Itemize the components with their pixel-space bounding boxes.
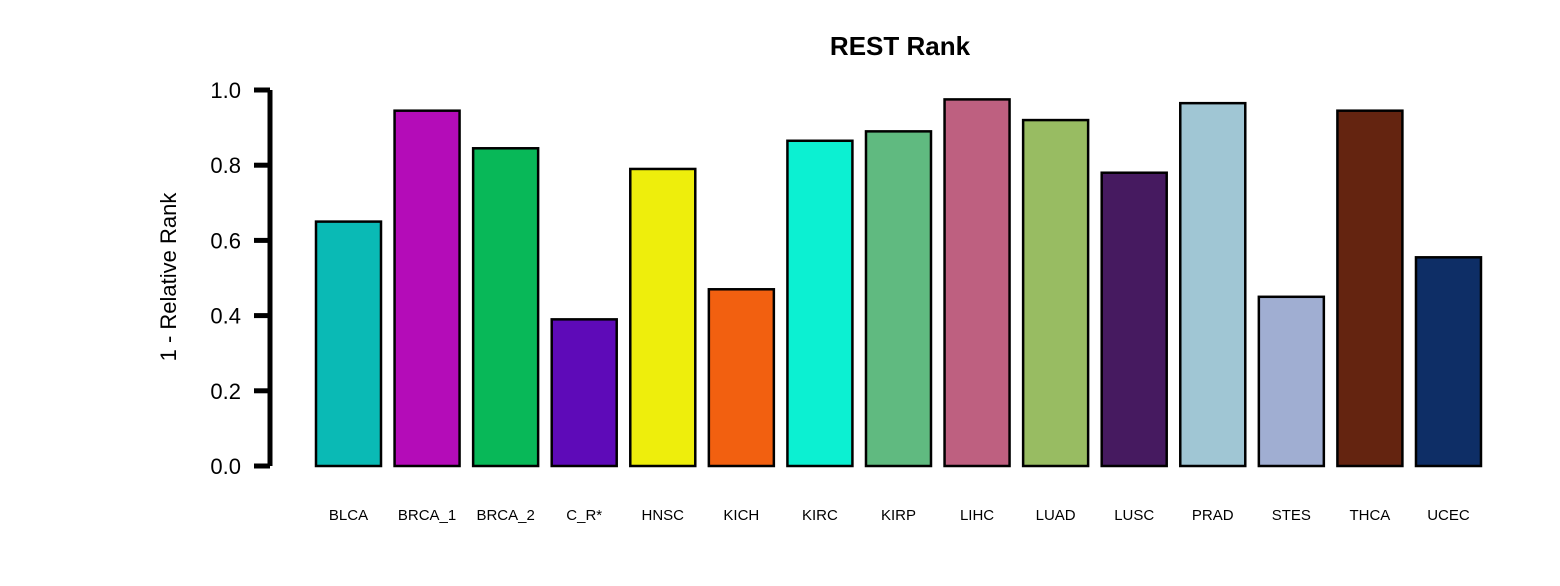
chart-title: REST Rank [830,31,971,61]
y-tick-label: 0.0 [210,454,241,479]
x-tick-label: KICH [723,507,759,524]
x-tick-label: THCA [1349,507,1390,524]
x-tick-label: LUSC [1114,507,1154,524]
x-tick-label: C_R* [566,507,602,524]
y-tick-label: 0.6 [210,228,241,253]
bar-luad [1021,118,1090,468]
bar-hnsc [629,167,697,468]
x-tick-label: LUAD [1036,507,1076,524]
x-tick-label: KIRP [881,507,916,524]
x-tick-label: HNSC [642,507,685,524]
bar-thca [1336,109,1404,468]
x-tick-label: STES [1272,507,1311,524]
x-tick-label: PRAD [1192,507,1234,524]
x-tick-label: BRCA_2 [476,507,534,524]
bar-stes [1257,295,1326,468]
bar-kich [707,288,776,468]
bars [314,98,1483,468]
y-axis-ticks: 0.0 0.2 0.4 0.6 0.8 1.0 [210,78,270,479]
y-tick-label: 0.8 [210,153,241,178]
x-tick-label: BLCA [329,507,368,524]
x-tick-label: UCEC [1427,507,1470,524]
x-axis-tick-labels: BLCA BRCA_1 BRCA_2 C_R* HNSC KICH KIRC KIRP LIHC… [329,507,1470,524]
bar-lihc [943,98,1011,468]
y-tick-label: 1.0 [210,78,241,103]
x-tick-label: KIRC [802,507,838,524]
y-axis-label: 1 - Relative Rank [156,192,181,362]
y-tick-label: 0.4 [210,304,241,329]
bar-blca [314,220,383,468]
x-tick-label: BRCA_1 [398,507,456,524]
bar-kirc [786,139,854,468]
bar-kirp [864,130,933,468]
bar-brca-2 [471,147,540,468]
bar-lusc [1100,171,1168,468]
y-tick-label: 0.2 [210,379,241,404]
bar-c-r [550,318,618,468]
bar-brca-1 [393,109,461,468]
x-tick-label: LIHC [960,507,994,524]
bar-ucec [1414,256,1483,468]
bar-prad [1179,101,1247,468]
